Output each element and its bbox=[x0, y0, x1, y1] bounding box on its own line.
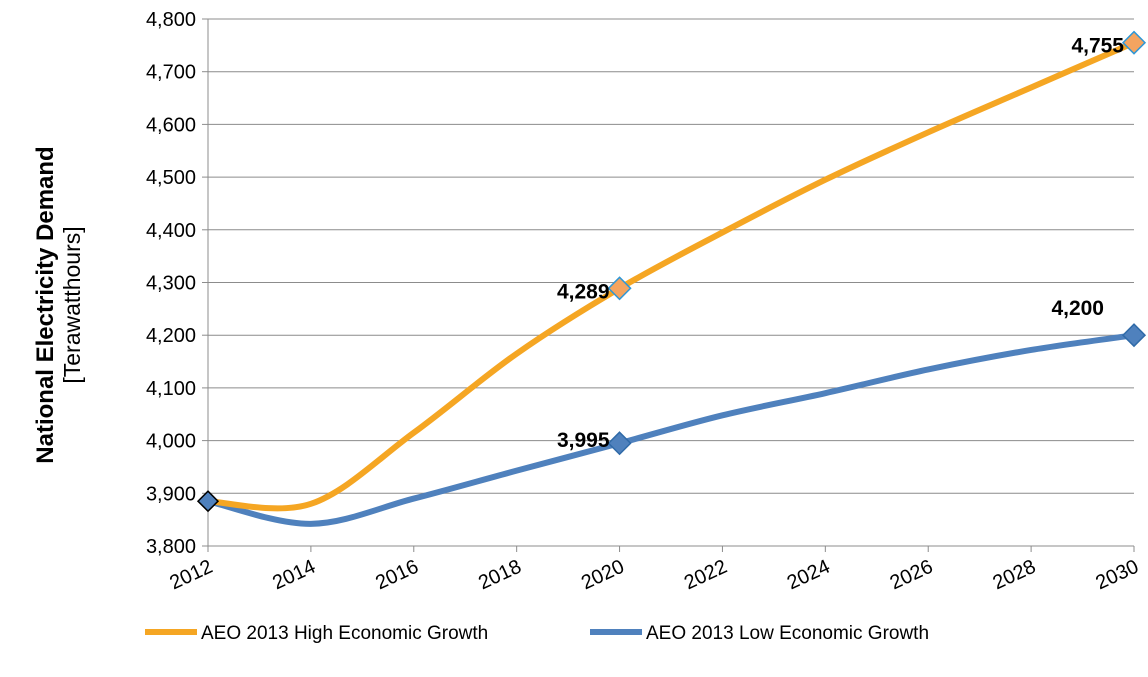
legend: AEO 2013 High Economic Growth AEO 2013 Lo… bbox=[145, 623, 929, 644]
y-tick-label: 4,100 bbox=[146, 378, 196, 400]
x-tick-label: 2026 bbox=[887, 556, 937, 595]
x-tick-label: 2012 bbox=[166, 556, 216, 595]
x-tick-label: 2018 bbox=[475, 556, 525, 595]
series-markers bbox=[196, 30, 1147, 513]
y-tick-label: 4,800 bbox=[146, 9, 196, 31]
y-tick-label: 4,700 bbox=[146, 62, 196, 84]
x-tick-label: 2028 bbox=[990, 556, 1040, 595]
y-axis-title: National Electricity Demand bbox=[32, 146, 59, 463]
y-tick-labels: 3,800 3,900 4,000 4,100 4,200 4,300 4,400 4,500… bbox=[146, 9, 196, 558]
x-tick-labels: 2012 2014 2016 2018 2020 2022 2024 2026 2028 2030 bbox=[166, 556, 1142, 595]
data-label: 3,995 bbox=[557, 429, 610, 452]
y-tick-label: 4,200 bbox=[146, 325, 196, 347]
data-marker bbox=[1121, 323, 1147, 348]
data-marker bbox=[607, 276, 632, 301]
axes bbox=[202, 18, 1135, 552]
y-axis-unit: [Terawatthours] bbox=[59, 226, 85, 383]
x-tick-label: 2020 bbox=[578, 556, 628, 595]
data-labels: 4,289 4,755 3,995 4,200 bbox=[557, 35, 1124, 453]
gridlines bbox=[208, 18, 1134, 494]
data-label: 4,289 bbox=[557, 280, 610, 303]
series-line bbox=[205, 39, 1137, 512]
y-tick-label: 3,800 bbox=[146, 536, 196, 558]
data-label: 4,755 bbox=[1071, 35, 1124, 58]
series-lines bbox=[205, 39, 1137, 527]
start-marker bbox=[196, 490, 220, 513]
y-tick-label: 4,500 bbox=[146, 167, 196, 189]
series-line bbox=[205, 332, 1137, 527]
y-tick-label: 3,900 bbox=[146, 483, 196, 505]
x-tick-label: 2030 bbox=[1092, 556, 1142, 595]
legend-label: AEO 2013 High Economic Growth bbox=[201, 623, 488, 644]
y-tick-label: 4,600 bbox=[146, 114, 196, 136]
y-tick-label: 4,000 bbox=[146, 431, 196, 453]
x-tick-label: 2014 bbox=[269, 556, 319, 595]
y-tick-label: 4,300 bbox=[146, 273, 196, 295]
y-tick-label: 4,400 bbox=[146, 220, 196, 242]
x-tick-label: 2022 bbox=[681, 556, 731, 595]
data-marker bbox=[607, 431, 632, 456]
legend-label: AEO 2013 Low Economic Growth bbox=[646, 623, 929, 644]
x-tick-label: 2016 bbox=[372, 556, 422, 595]
data-label: 4,200 bbox=[1051, 297, 1104, 320]
x-tick-label: 2024 bbox=[784, 556, 834, 595]
data-marker bbox=[1121, 30, 1147, 55]
